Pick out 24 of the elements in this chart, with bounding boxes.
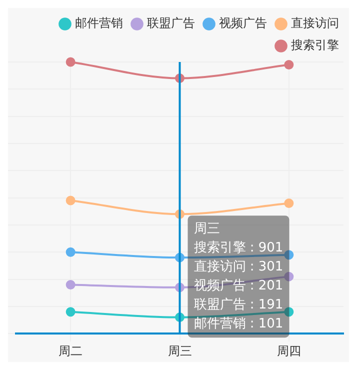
point <box>66 247 76 257</box>
legend-label: 直接访问 <box>291 16 339 30</box>
annotation: 直接访问 : 301 <box>194 258 284 274</box>
annotation: 视频广告 : 201 <box>194 278 284 294</box>
x-tick-label: 周三 <box>168 344 192 358</box>
annotation: 联盟广告 : 191 <box>194 297 284 312</box>
point <box>284 250 294 260</box>
annotation: 搜索引擎 : 901 <box>194 240 284 256</box>
annotation: 邮件营销 : 101 <box>194 316 284 332</box>
x-tick-label: 周二 <box>58 344 83 358</box>
point <box>66 57 76 67</box>
legend-label: 视频广告 <box>219 16 267 30</box>
point <box>284 272 294 282</box>
point <box>284 198 294 208</box>
annotation: 周三 <box>194 221 220 236</box>
point <box>284 60 294 70</box>
point <box>66 196 76 206</box>
legend-label: 邮件营销 <box>75 16 123 30</box>
legend-label: 搜索引擎 <box>291 38 339 52</box>
x-tick-label: 周四 <box>276 344 301 358</box>
point <box>66 307 76 317</box>
point <box>66 280 76 290</box>
point <box>284 307 294 317</box>
legend-label: 联盟广告 <box>147 16 195 30</box>
